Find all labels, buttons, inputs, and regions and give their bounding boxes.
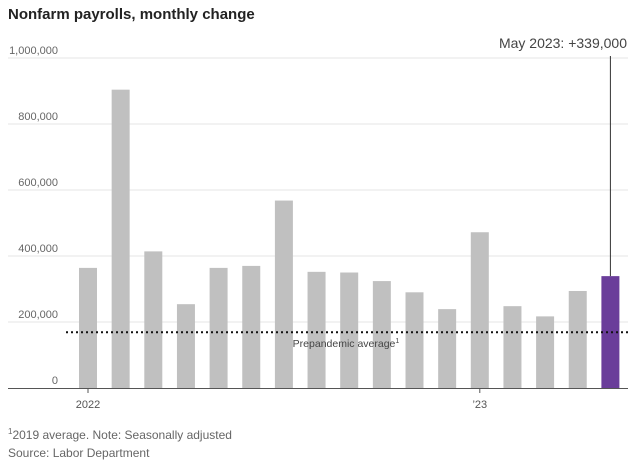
bar bbox=[144, 251, 163, 388]
bar bbox=[209, 267, 228, 388]
bar bbox=[176, 304, 195, 388]
chart-title: Nonfarm payrolls, monthly change bbox=[8, 6, 255, 23]
y-tick-label: 1,000,000 bbox=[9, 45, 58, 57]
bar bbox=[536, 316, 555, 388]
bar bbox=[274, 200, 293, 388]
source-note: Source: Labor Department bbox=[8, 446, 150, 460]
y-tick-label: 0 bbox=[52, 375, 58, 387]
bar bbox=[242, 265, 261, 388]
y-tick-label: 800,000 bbox=[18, 111, 58, 123]
bar bbox=[79, 267, 97, 388]
x-tick-label: ’23 bbox=[472, 399, 487, 411]
y-tick-label: 400,000 bbox=[18, 243, 58, 255]
bar bbox=[503, 306, 522, 388]
bar bbox=[307, 271, 326, 388]
bar bbox=[372, 281, 391, 388]
chart-footer: 12019 average. Note: Seasonally adjusted… bbox=[8, 423, 232, 462]
footnote-marker: 1 bbox=[8, 427, 13, 436]
reference-line-label: Prepandemic average1 bbox=[293, 338, 400, 350]
bar bbox=[340, 272, 359, 388]
y-tick-label: 600,000 bbox=[18, 177, 58, 189]
bar bbox=[405, 292, 424, 388]
highlight-annotation: May 2023: +339,000 bbox=[499, 35, 627, 51]
footnote-text: 2019 average. Note: Seasonally adjusted bbox=[12, 428, 232, 442]
y-tick-label: 200,000 bbox=[18, 309, 58, 321]
bar bbox=[568, 290, 587, 388]
bar bbox=[438, 309, 457, 388]
bar-chart: 0 200,000 400,000 600,000 800,000 1,000,000 20… bbox=[8, 35, 628, 411]
bar bbox=[470, 232, 489, 388]
x-tick-label: 2022 bbox=[76, 399, 100, 411]
highlighted-bar bbox=[601, 276, 620, 388]
bar bbox=[111, 89, 130, 389]
footnote: 12019 average. Note: Seasonally adjusted bbox=[8, 423, 232, 444]
